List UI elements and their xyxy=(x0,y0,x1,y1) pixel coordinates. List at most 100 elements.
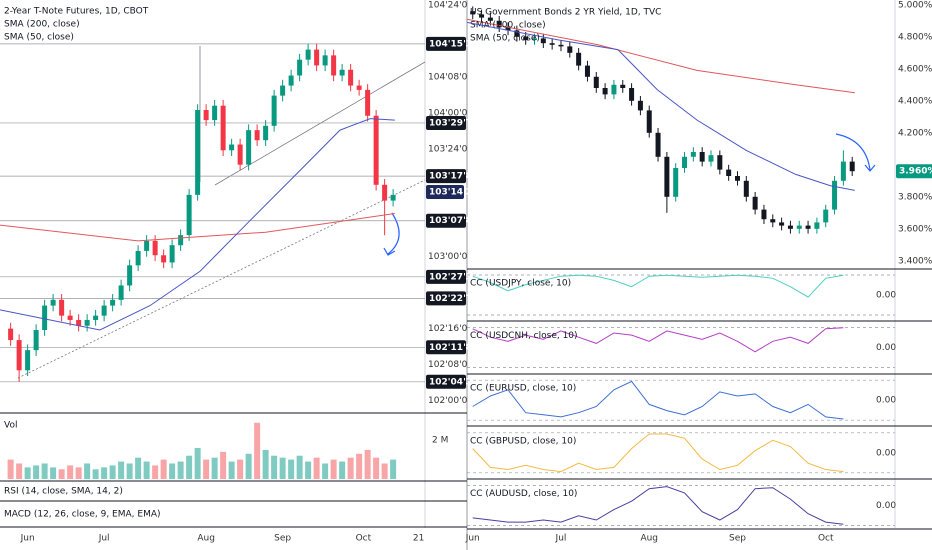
candle-body xyxy=(743,180,749,197)
candle-body xyxy=(796,225,802,229)
y-tick-label: 102'08'0 xyxy=(428,360,468,370)
candle-body xyxy=(254,130,260,141)
pane-title: CC (GBPUSD, close, 10) xyxy=(470,436,576,446)
candle-body xyxy=(682,156,688,168)
volume-bar xyxy=(305,461,312,479)
volume-bar xyxy=(84,463,91,479)
candle-body xyxy=(67,315,73,320)
candle-body xyxy=(186,194,192,236)
volume-bar xyxy=(339,461,346,479)
x-tick-label: Aug xyxy=(640,534,658,544)
volume-bar xyxy=(152,465,159,479)
candle-body xyxy=(514,30,520,37)
candle-body xyxy=(523,36,529,40)
sma-line xyxy=(466,21,855,191)
candle-body xyxy=(42,305,48,331)
candle-body xyxy=(93,315,99,320)
volume-bar xyxy=(390,459,397,479)
volume-bar xyxy=(109,465,116,479)
candle-body xyxy=(532,38,538,40)
y-tick-label: 102'16'0 xyxy=(428,324,468,334)
candle-body xyxy=(203,110,209,121)
arrow xyxy=(835,133,876,172)
y-tick-label: 3.600% xyxy=(898,224,932,234)
candle-body xyxy=(16,340,22,371)
candle-body xyxy=(288,75,294,86)
y-tick-label: 4.200% xyxy=(898,128,932,138)
y-tick-label: 104'08'0 xyxy=(428,72,468,82)
candle-body xyxy=(840,161,846,181)
candle-body xyxy=(356,85,362,90)
candle-body xyxy=(805,225,811,229)
y-tick-label: 4.400% xyxy=(898,96,932,106)
candle-body xyxy=(314,49,320,66)
last-price-label: 103'14'2 xyxy=(429,187,472,197)
trend-line xyxy=(214,61,426,186)
pane-title: MACD (12, 26, close, 9, EMA, EMA) xyxy=(4,510,161,520)
volume-bar xyxy=(254,422,261,479)
volume-bar xyxy=(101,467,108,479)
volume-bar xyxy=(16,463,23,479)
price-label-box xyxy=(426,169,466,184)
candle-body xyxy=(50,299,56,306)
price-label: 103'29'7 xyxy=(429,118,472,128)
y-tick-label: 0.00 xyxy=(876,448,896,458)
volume-bar xyxy=(50,467,57,479)
candle-body xyxy=(602,88,608,95)
sma-line xyxy=(466,18,855,94)
candle-body xyxy=(734,176,740,181)
price-label-box xyxy=(426,374,466,389)
x-tick-label: Oct xyxy=(818,534,834,544)
pane-title: CC (USDJPY, close, 10) xyxy=(470,279,571,289)
volume-bar xyxy=(211,457,218,479)
candle-body xyxy=(25,350,31,371)
candle-body xyxy=(479,14,485,18)
volume-bar xyxy=(118,461,125,479)
candle-body xyxy=(195,110,201,195)
price-label-box xyxy=(426,115,466,130)
correlation-line xyxy=(472,380,844,420)
candle-body xyxy=(348,69,354,86)
candle-body xyxy=(84,319,90,326)
x-tick-label: 21 xyxy=(413,534,424,544)
candle-body xyxy=(664,156,670,197)
candle-body xyxy=(144,240,150,251)
y-tick-label: 103'00'0 xyxy=(428,252,468,262)
candle-body xyxy=(161,255,167,263)
pane-title: CC (AUDUSD, close, 10) xyxy=(470,489,577,499)
sma-line xyxy=(0,213,395,242)
candle-body xyxy=(331,55,337,76)
candle-body xyxy=(549,43,555,45)
volume-bar xyxy=(143,461,150,479)
legend-entry: SMA (200, close) xyxy=(4,20,80,30)
candle-body xyxy=(237,144,243,165)
candle-body xyxy=(576,52,582,66)
volume-bar xyxy=(381,463,388,479)
correlation-line xyxy=(472,274,844,298)
candle-body xyxy=(322,55,328,66)
candle-body xyxy=(726,169,732,176)
pane-title: CC (EURUSD, close, 10) xyxy=(470,384,576,394)
correlation-line xyxy=(472,486,844,525)
y-tick-label: 104'24'0 xyxy=(428,1,468,11)
candle-body xyxy=(673,168,679,197)
y-tick-label: 3.400% xyxy=(898,256,932,266)
volume-bar xyxy=(322,463,329,479)
volume-bar xyxy=(186,455,193,479)
candle-body xyxy=(246,130,252,165)
price-label-box xyxy=(426,340,466,355)
price-label: 102'04'3 xyxy=(429,377,472,387)
x-tick-label: Jul xyxy=(98,534,110,544)
candle-body xyxy=(229,144,235,151)
volume-bar xyxy=(296,455,303,479)
candle-body xyxy=(271,95,277,126)
y-tick-label: 0.00 xyxy=(876,501,896,511)
y-tick-label: 0.00 xyxy=(876,291,896,301)
volume-bar xyxy=(271,455,278,479)
pane-title: 2-Year T-Note Futures, 1D, CBOT xyxy=(4,7,149,17)
candle-body xyxy=(101,305,107,316)
candle-body xyxy=(76,319,82,326)
pane-title: US Government Bonds 2 YR Yield, 1D, TVC xyxy=(470,8,661,18)
x-tick-label: Aug xyxy=(197,534,215,544)
x-tick-label: Sep xyxy=(729,534,746,544)
